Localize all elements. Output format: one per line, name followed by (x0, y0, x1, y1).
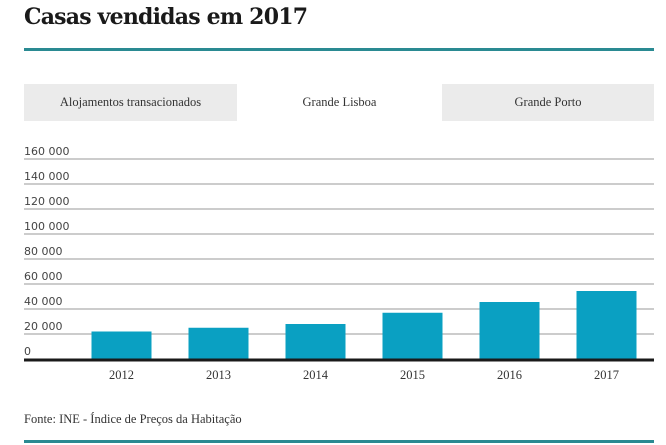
source-note: Fonte: INE - Índice de Preços da Habitaç… (24, 412, 242, 426)
bar-chart: 0 20 000 40 000 60 000 80 000 100 000 120 000 1… (24, 145, 654, 382)
tab-grande-lisboa[interactable]: Grande Lisboa (237, 84, 442, 121)
chart-title: Casas vendidas em 2017 (24, 4, 308, 30)
top-accent-rule (24, 48, 654, 51)
y-tick-label: 140 000 (24, 170, 70, 183)
gridlines (24, 158, 654, 335)
tab-alojamentos-transacionados[interactable]: Alojamentos transacionados (24, 84, 237, 121)
x-tick-label: 2017 (594, 368, 619, 382)
bars (91, 291, 637, 359)
x-tick-label: 2016 (497, 368, 522, 382)
y-tick-label: 80 000 (24, 245, 63, 258)
y-tick-label: 160 000 (24, 145, 70, 158)
bar-2016 (479, 302, 540, 359)
y-tick-label: 40 000 (24, 295, 63, 308)
x-tick-label: 2015 (400, 368, 425, 382)
x-tick-label: 2012 (109, 368, 134, 382)
x-tick-label: 2013 (206, 368, 231, 382)
y-tick-label: 100 000 (24, 220, 70, 233)
bar-2012 (91, 331, 152, 359)
y-tick-label: 120 000 (24, 195, 70, 208)
tab-grande-porto[interactable]: Grande Porto (442, 84, 654, 121)
bar-2014 (285, 324, 346, 359)
tab-bar: Alojamentos transacionados Grande Lisboa… (24, 84, 654, 121)
bar-2015 (382, 312, 443, 359)
y-tick-label: 20 000 (24, 320, 63, 333)
bar-2017 (576, 291, 637, 359)
x-axis-labels: 2012 2013 2014 2015 2016 2017 (109, 368, 619, 382)
y-axis-labels: 0 20 000 40 000 60 000 80 000 100 000 120 000 1… (24, 145, 70, 358)
x-tick-label: 2014 (303, 368, 329, 382)
bar-2013 (188, 327, 249, 359)
bottom-accent-rule (24, 440, 654, 443)
y-tick-label: 60 000 (24, 270, 63, 283)
y-tick-label: 0 (24, 345, 31, 358)
